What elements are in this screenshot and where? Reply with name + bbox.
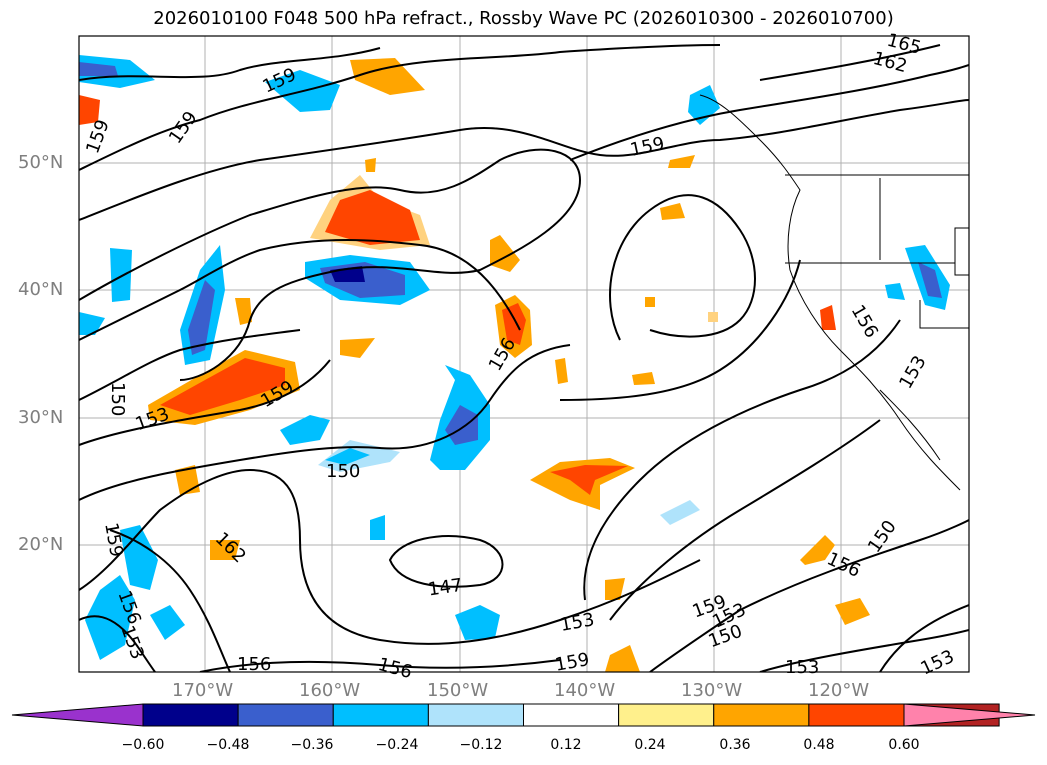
positive-anomaly-region (555, 358, 568, 384)
negative-anomaly-region (688, 85, 720, 125)
contour-label: 156 (847, 301, 882, 341)
contour-label: 153 (895, 352, 930, 392)
contour-label: 147 (427, 575, 464, 601)
colorbar-segment (427, 703, 524, 727)
positive-anomaly-region (835, 598, 870, 625)
contour-label: 153 (559, 609, 596, 636)
colorbar-tick: −0.36 (290, 737, 334, 753)
contour-label: 153 (116, 623, 147, 662)
colorbar-segment (713, 703, 810, 727)
negative-anomaly-region (79, 312, 105, 335)
contour-label: 153 (917, 646, 957, 680)
colorbar-tick: 0.12 (550, 737, 582, 753)
negative-anomaly-region (150, 605, 185, 640)
colorbar-segment (237, 703, 334, 727)
contour-label: 159 (100, 521, 127, 558)
lon-label-120w: 120°W (808, 680, 870, 701)
colorbar-tick: 0.24 (634, 737, 666, 753)
positive-anomaly-region (340, 338, 375, 358)
colorbar-segment (808, 703, 905, 727)
positive-anomaly-region (350, 58, 425, 95)
contour-label: 159 (165, 108, 202, 148)
negative-anomaly-region (79, 55, 155, 88)
gridlines (79, 36, 969, 672)
shaded-anomalies (79, 55, 950, 672)
negative-anomaly-region (79, 62, 118, 76)
positive-anomaly-region (605, 578, 625, 600)
colorbar-tick: −0.24 (375, 737, 419, 753)
contour-label: 150 (864, 517, 901, 557)
positive-anomaly-region (550, 465, 628, 495)
colorbar-segment (332, 703, 429, 727)
positive-anomaly-region (800, 535, 835, 565)
negative-anomaly-region (455, 605, 500, 640)
colorbar-tick: 0.60 (888, 737, 920, 753)
colorbar-tick: 0.36 (719, 737, 751, 753)
contour-label: 150 (107, 382, 128, 416)
colorbar-tick: 0.48 (803, 737, 835, 753)
contour-lines (79, 44, 969, 672)
lon-label-140w: 140°W (554, 680, 616, 701)
lat-label-50n: 50°N (18, 152, 64, 173)
map-title: 2026010100 F048 500 hPa refract., Rossby… (153, 8, 894, 29)
negative-anomaly-region (110, 248, 132, 302)
contour-label: 150 (326, 461, 360, 482)
negative-anomaly-region (325, 448, 370, 465)
lon-label-160w: 160°W (299, 680, 361, 701)
colorbar (11, 703, 1036, 727)
negative-anomaly-region (280, 415, 330, 445)
colorbar-tick: −0.12 (459, 737, 503, 753)
contour-label: 162 (211, 528, 250, 567)
contour-label: 156 (237, 654, 271, 675)
colorbar-segment (523, 703, 620, 727)
positive-anomaly-region (210, 540, 240, 560)
lon-label-170w: 170°W (172, 680, 234, 701)
negative-anomaly-region (188, 280, 215, 355)
contour-labels: 165 162 159 159 159 159 156 150 153 159 … (82, 30, 957, 683)
colorbar-segment (142, 703, 239, 727)
lat-label-40n: 40°N (18, 279, 64, 300)
positive-anomaly-region (645, 297, 655, 307)
positive-anomaly-region (668, 155, 695, 168)
negative-anomaly-region (370, 515, 385, 540)
negative-anomaly-region (120, 525, 158, 590)
positive-anomaly-region (160, 358, 285, 415)
positive-anomaly-region (820, 305, 836, 330)
lat-label-20n: 20°N (18, 534, 64, 555)
lon-label-150w: 150°W (427, 680, 489, 701)
contour-label: 156 (824, 548, 864, 582)
contour-label: 153 (785, 657, 819, 678)
positive-anomaly-region (325, 190, 420, 245)
colorbar-tick: −0.48 (206, 737, 250, 753)
negative-anomaly-region (885, 283, 905, 300)
colorbar-segment (618, 703, 715, 727)
positive-anomaly-region (708, 312, 718, 322)
positive-anomaly-region (632, 372, 655, 385)
positive-anomaly-region (490, 235, 520, 272)
plot-frame (78, 35, 970, 673)
positive-anomaly-region (235, 298, 252, 325)
negative-anomaly-region (85, 575, 135, 660)
negative-anomaly-region (918, 262, 942, 298)
colorbar-tick: −0.60 (121, 737, 165, 753)
coastlines (699, 94, 969, 491)
positive-anomaly-region (79, 95, 100, 125)
lat-label-30n: 30°N (18, 407, 64, 428)
positive-anomaly-region (660, 203, 685, 220)
colorbar-extend-min (11, 703, 144, 727)
negative-anomaly-region (445, 405, 478, 445)
positive-anomaly-region (365, 158, 376, 172)
positive-anomaly-region (502, 303, 526, 345)
positive-anomaly-region (605, 645, 640, 672)
contour-label: 156 (376, 654, 415, 683)
contour-label: 153 (133, 404, 172, 435)
negative-anomaly-region (660, 500, 700, 525)
lon-label-130w: 130°W (681, 680, 743, 701)
colorbar-extend-max (903, 703, 1036, 727)
